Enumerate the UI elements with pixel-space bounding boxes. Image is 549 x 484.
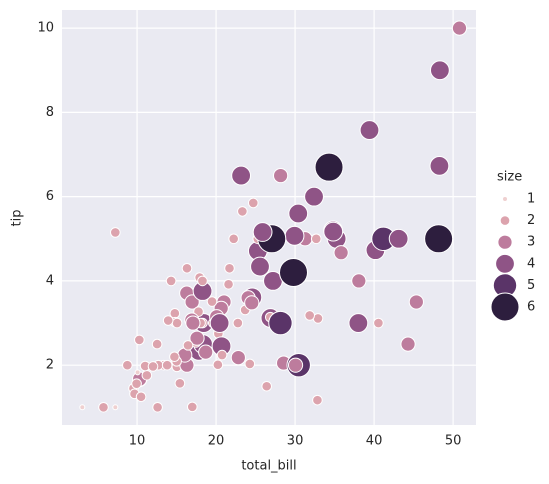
point: [152, 402, 163, 413]
legend-label: 1: [527, 192, 535, 207]
point: [110, 227, 121, 238]
point: [135, 391, 147, 403]
x-axis-label: total_bill: [241, 459, 296, 474]
point: [273, 167, 289, 184]
point: [206, 296, 218, 307]
point: [209, 313, 230, 333]
point: [388, 228, 409, 249]
point: [134, 369, 141, 376]
legend-marker: [490, 292, 520, 322]
point: [237, 206, 248, 217]
point: [333, 245, 349, 261]
point: [151, 338, 163, 350]
point: [185, 315, 201, 331]
point: [212, 359, 224, 371]
y-tick-label: 8: [46, 105, 54, 120]
legend-label: 4: [527, 256, 535, 271]
plot-area: [62, 10, 476, 425]
point: [400, 336, 416, 352]
point: [252, 222, 273, 242]
point: [224, 262, 235, 274]
point: [134, 334, 145, 346]
point: [348, 313, 369, 333]
point: [79, 404, 86, 411]
point: [231, 165, 252, 186]
point: [230, 349, 246, 366]
point: [131, 378, 142, 390]
point: [314, 152, 344, 182]
point: [186, 401, 198, 413]
point: [424, 224, 454, 254]
legend-label: 6: [527, 300, 535, 315]
legend-title: size: [497, 170, 522, 185]
point: [287, 357, 304, 373]
point: [304, 186, 324, 207]
point: [351, 273, 367, 289]
point: [268, 310, 293, 336]
y-tick-label: 4: [46, 273, 54, 288]
point: [216, 349, 228, 361]
point: [232, 317, 244, 329]
point: [181, 262, 193, 274]
point: [162, 315, 174, 326]
legend-label: 5: [527, 278, 535, 293]
x-tick-label: 10: [129, 434, 146, 449]
legend-label: 3: [527, 235, 535, 250]
point: [250, 256, 270, 277]
point: [429, 60, 450, 81]
point: [288, 203, 309, 224]
point: [198, 344, 214, 360]
point: [247, 197, 259, 209]
legend-marker: [502, 196, 508, 202]
point: [310, 233, 322, 245]
legend-marker: [497, 234, 513, 250]
x-tick-label: 30: [287, 434, 304, 449]
point: [323, 221, 344, 242]
point: [182, 340, 194, 351]
x-tick-label: 40: [366, 434, 383, 449]
point: [304, 310, 315, 321]
x-tick-label: 50: [445, 434, 462, 449]
point: [359, 120, 380, 140]
point: [169, 351, 180, 363]
point: [161, 359, 173, 371]
point: [189, 330, 205, 346]
point: [171, 317, 183, 329]
legend-marker: [495, 253, 515, 274]
point: [98, 402, 109, 413]
point: [223, 278, 234, 290]
point: [408, 294, 424, 310]
point: [284, 225, 305, 246]
y-tick-label: 2: [46, 358, 54, 373]
legend-marker: [499, 215, 511, 226]
y-axis-label: tip: [10, 210, 25, 227]
point: [197, 275, 208, 287]
y-tick-label: 10: [37, 21, 54, 36]
point: [312, 394, 323, 406]
point: [244, 358, 256, 370]
point: [244, 295, 260, 311]
point: [122, 359, 133, 371]
point: [429, 155, 450, 176]
point: [141, 369, 153, 381]
point: [373, 317, 384, 329]
point: [228, 233, 239, 245]
point: [165, 275, 177, 287]
point: [278, 257, 308, 287]
point: [147, 361, 159, 372]
y-tick-label: 6: [46, 189, 54, 204]
point: [451, 20, 468, 36]
point: [261, 380, 273, 392]
x-tick-label: 20: [208, 434, 225, 449]
legend-label: 2: [527, 213, 535, 228]
point: [174, 377, 186, 389]
point: [184, 294, 200, 310]
point: [112, 404, 119, 411]
